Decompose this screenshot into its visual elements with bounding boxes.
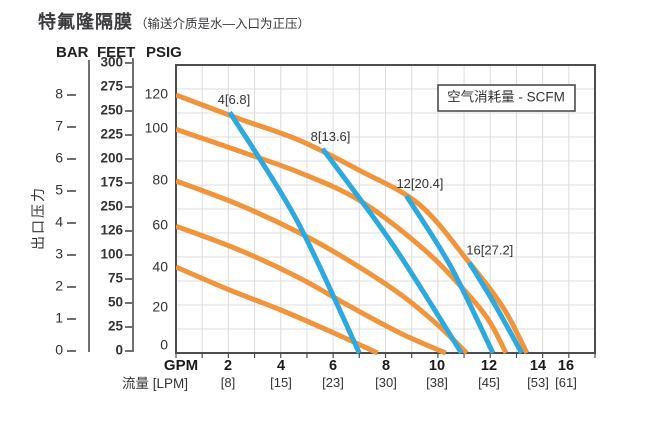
psig-axis-header: PSIG bbox=[146, 44, 182, 61]
feet-tick-label: 25 bbox=[108, 319, 124, 334]
feet-tick-label: 126 bbox=[100, 223, 123, 238]
feet-tick-label: 75 bbox=[108, 271, 124, 286]
gpm-tick-label: 10 bbox=[429, 358, 445, 374]
feet-axis-header: FEET bbox=[97, 44, 136, 61]
outlet-pressure-axis-label: 出口压力 bbox=[30, 186, 46, 250]
legend-label: 空气消耗量 - SCFM bbox=[447, 90, 565, 105]
air-curve-label: 4[6.8] bbox=[218, 92, 251, 107]
page-title: 特氟隆隔膜 （输送介质是水—入口为正压） bbox=[38, 8, 310, 34]
feet-tick-label: 50 bbox=[108, 295, 123, 310]
air-curve-label: 16[27.2] bbox=[466, 243, 513, 258]
lpm-tick-label: [23] bbox=[322, 375, 344, 390]
lpm-tick-label: [30] bbox=[375, 375, 397, 390]
bar-tick-label: 0 bbox=[55, 342, 63, 358]
bar-tick-label: 1 bbox=[55, 310, 63, 326]
bar-tick-label: 5 bbox=[55, 182, 63, 198]
bar-tick-label: 3 bbox=[55, 246, 63, 262]
air-curve-label: 12[20.4] bbox=[396, 176, 443, 191]
feet-tick-label: 250 bbox=[100, 199, 123, 214]
flow-unit-primary-label: GPM bbox=[164, 357, 198, 374]
gpm-tick-label: 16 bbox=[558, 358, 574, 374]
feet-tick-label: 250 bbox=[100, 103, 123, 118]
bar-tick-label: 7 bbox=[55, 118, 63, 134]
air-consumption-curve bbox=[404, 194, 496, 355]
feet-tick-label: 225 bbox=[100, 127, 123, 142]
psig-tick-label: 80 bbox=[152, 172, 168, 188]
lpm-tick-label: [8] bbox=[221, 375, 235, 390]
flow-unit-secondary-label: 流量 [LPM] bbox=[122, 376, 188, 391]
air-consumption-curve bbox=[227, 110, 362, 355]
feet-tick-label: 175 bbox=[100, 175, 123, 190]
gpm-tick-label: 6 bbox=[329, 358, 337, 374]
lpm-tick-label: [53] bbox=[527, 375, 549, 390]
bar-axis-header: BAR bbox=[56, 44, 89, 61]
pump-curve-59psig bbox=[176, 223, 447, 355]
gpm-tick-label: 2 bbox=[224, 358, 232, 374]
pump-curve-120psig bbox=[176, 92, 530, 355]
chart-title-sub: （输送介质是水—入口为正压） bbox=[135, 17, 311, 31]
bar-tick-label: 2 bbox=[55, 278, 63, 294]
lpm-tick-label: [61] bbox=[555, 375, 577, 390]
air-consumption-curve bbox=[320, 147, 464, 355]
pump-curve-104psig bbox=[176, 127, 509, 355]
bar-tick-label: 6 bbox=[55, 150, 63, 166]
lpm-tick-label: [38] bbox=[426, 375, 448, 390]
psig-tick-label: 60 bbox=[152, 217, 168, 233]
legend-box bbox=[437, 84, 576, 112]
psig-tick-label: 120 bbox=[145, 86, 169, 102]
pump-curve-80psig bbox=[176, 178, 469, 355]
gpm-tick-label: 14 bbox=[530, 358, 546, 374]
feet-tick-label: 0 bbox=[115, 343, 123, 358]
lpm-tick-label: [15] bbox=[270, 375, 292, 390]
pump-curve-40psig bbox=[176, 264, 379, 355]
psig-tick-label: 100 bbox=[145, 120, 169, 136]
bar-tick-label: 4 bbox=[55, 214, 63, 230]
chart-title-main: 特氟隆隔膜 bbox=[38, 12, 133, 32]
gpm-tick-label: 8 bbox=[382, 358, 390, 374]
feet-tick-label: 275 bbox=[100, 79, 123, 94]
feet-tick-label: 100 bbox=[100, 247, 123, 262]
feet-tick-label: 200 bbox=[100, 151, 123, 166]
air-curve-label: 8[13.6] bbox=[311, 129, 351, 144]
curves-layer bbox=[176, 92, 530, 355]
psig-tick-label: 40 bbox=[152, 259, 168, 275]
psig-tick-label: 0 bbox=[160, 337, 168, 353]
air-consumption-curve bbox=[467, 261, 524, 355]
lpm-tick-label: [45] bbox=[478, 375, 500, 390]
psig-tick-label: 20 bbox=[152, 299, 168, 315]
bar-tick-label: 8 bbox=[55, 86, 63, 102]
gpm-tick-label: 12 bbox=[481, 358, 497, 374]
feet-tick-label: 300 bbox=[100, 55, 123, 70]
gpm-tick-label: 4 bbox=[277, 358, 285, 374]
